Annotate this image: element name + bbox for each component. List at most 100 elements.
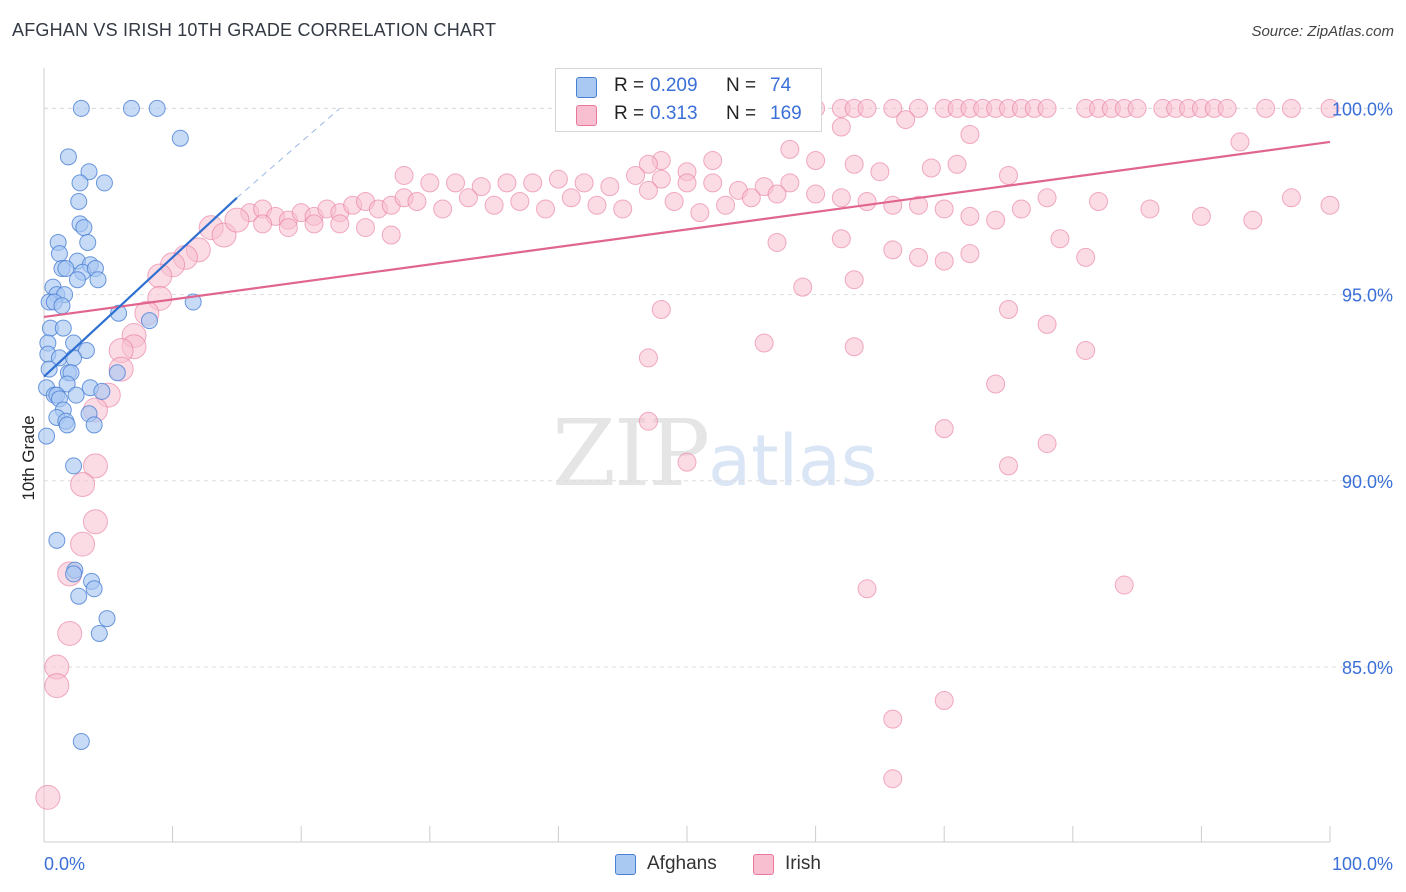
irish-point: [677, 173, 697, 193]
irish-point: [908, 98, 928, 118]
chart-title: AFGHAN VS IRISH 10TH GRADE CORRELATION C…: [12, 20, 497, 40]
afghan-point: [58, 416, 76, 434]
irish-point: [883, 195, 903, 215]
irish-point: [690, 203, 710, 223]
irish-point: [1114, 575, 1134, 595]
afghans-r-value: 0.209: [650, 75, 698, 96]
irish-point: [420, 173, 440, 193]
irish-n-value: 169: [770, 103, 802, 124]
afghan-point: [85, 416, 103, 434]
irish-point: [224, 207, 250, 233]
afghans-legend-label: Afghans: [647, 853, 717, 874]
irish-point: [626, 165, 646, 185]
afghan-point: [68, 271, 86, 289]
afghan-point: [93, 382, 111, 400]
irish-point: [510, 192, 530, 212]
x-tick-label: 0.0%: [44, 854, 85, 874]
afghan-point: [54, 319, 72, 337]
irish-swatch: [576, 105, 597, 126]
irish-point: [1243, 210, 1263, 230]
irish-point: [1037, 434, 1057, 454]
y-axis-label: 10th Grade: [19, 415, 38, 500]
irish-point: [1140, 199, 1160, 219]
irish-point: [947, 154, 967, 174]
irish-point: [587, 195, 607, 215]
irish-point: [638, 154, 658, 174]
irish-point: [741, 188, 761, 208]
y-tick-label: 85.0%: [1342, 658, 1393, 678]
afghans-n-label: N =: [726, 75, 757, 96]
x-tick-label: 100.0%: [1332, 854, 1393, 874]
irish-point: [1037, 314, 1057, 334]
afghan-point: [48, 531, 66, 549]
irish-point: [278, 218, 298, 238]
irish-point: [1076, 247, 1096, 267]
afghan-trend-line: [43, 196, 238, 378]
irish-point: [767, 232, 787, 252]
irish-point: [793, 277, 813, 297]
irish-point: [703, 151, 723, 171]
afghans-legend-swatch: [615, 854, 636, 875]
irish-point: [870, 162, 890, 182]
irish-point: [844, 270, 864, 290]
irish-point: [960, 124, 980, 144]
irish-point: [407, 192, 427, 212]
irish-point: [82, 509, 108, 535]
afghan-point: [148, 99, 166, 117]
irish-point: [497, 173, 517, 193]
afghan-point: [40, 360, 58, 378]
irish-point: [780, 173, 800, 193]
irish-point: [446, 173, 466, 193]
bottom-legend-afghans[interactable]: Afghans: [615, 852, 735, 876]
irish-points: [35, 98, 1340, 810]
y-tick-label: 100.0%: [1332, 99, 1393, 119]
irish-point: [908, 247, 928, 267]
irish-point: [1037, 188, 1057, 208]
irish-point: [536, 199, 556, 219]
tick-labels: 100.0% 95.0% 90.0% 85.0% 0.0% 100.0% 10th Grad…: [19, 99, 1393, 874]
irish-point: [1256, 98, 1276, 118]
irish-point: [1320, 98, 1340, 118]
source-label: Source: ZipAtlas.com: [1251, 23, 1394, 40]
afghan-point: [80, 163, 98, 181]
afghan-points: [38, 99, 202, 750]
irish-legend-label: Irish: [785, 853, 821, 874]
afghan-point: [79, 233, 97, 251]
afghan-point: [70, 587, 88, 605]
afghan-point: [57, 260, 75, 278]
irish-point: [638, 348, 658, 368]
irish-point: [677, 452, 697, 472]
irish-point: [999, 165, 1018, 185]
irish-point: [806, 151, 826, 171]
irish-point: [1217, 98, 1237, 118]
irish-point: [1127, 98, 1147, 118]
afghan-point: [77, 341, 95, 359]
irish-point: [57, 620, 83, 646]
afghan-point: [98, 610, 116, 628]
irish-point: [304, 214, 324, 234]
irish-point: [1230, 132, 1250, 152]
afghan-point: [70, 193, 88, 211]
irish-point: [780, 139, 800, 159]
irish-point: [638, 411, 658, 431]
irish-point: [844, 337, 864, 357]
afghan-point: [75, 219, 93, 237]
irish-point: [574, 173, 594, 193]
afghans-swatch: [576, 77, 597, 98]
bottom-legend-irish[interactable]: Irish: [753, 852, 843, 876]
irish-point: [1191, 206, 1211, 226]
irish-point: [960, 244, 980, 264]
afghans-r-label: R =: [614, 75, 645, 96]
afghan-point: [58, 375, 76, 393]
irish-point: [523, 173, 543, 193]
irish-point: [999, 299, 1018, 319]
irish-point: [1320, 195, 1340, 215]
afghan-point: [72, 99, 90, 117]
irish-point: [999, 456, 1018, 476]
irish-point: [986, 210, 1006, 230]
irish-point: [986, 374, 1006, 394]
irish-point: [934, 199, 954, 219]
irish-point: [600, 177, 620, 197]
afghan-point: [89, 271, 107, 289]
